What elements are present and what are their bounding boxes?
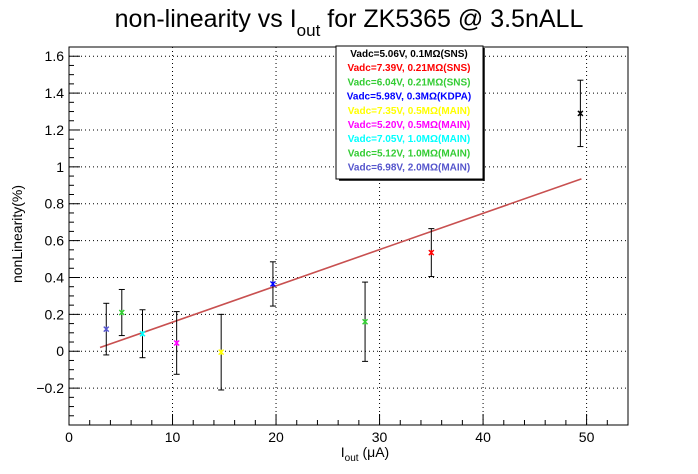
y-tick-label: 1.6 [45, 48, 65, 64]
y-tick-label: 0.4 [45, 269, 65, 285]
x-tick-label: 40 [475, 429, 491, 445]
y-tick-label: 0.8 [45, 196, 65, 212]
data-point [218, 313, 225, 391]
legend-box [335, 45, 484, 180]
x-axis-label-unit: (μA) [359, 444, 390, 460]
y-tick-label: 1.2 [45, 122, 65, 138]
fit-line-layer [99, 178, 582, 349]
x-tick-label: 30 [372, 429, 388, 445]
point-marker [577, 110, 584, 117]
y-tick-label: 0.2 [45, 306, 65, 322]
chart-title-suffix: for ZK5365 @ 3.5nALL [320, 5, 583, 33]
x-tick-label: 10 [165, 429, 181, 445]
data-points [103, 79, 584, 391]
x-tick-label: 0 [65, 429, 73, 445]
x-tick-label: 20 [268, 429, 284, 445]
x-axis-label-main: I [341, 444, 345, 460]
data-point [362, 281, 369, 362]
x-axis-label-subscript: out [345, 453, 359, 464]
data-point [428, 228, 435, 278]
legend-entry: Vadc=5.20V, 0.5MΩ(MAIN) [348, 120, 470, 131]
point-marker [103, 326, 110, 333]
y-tick-label: 1 [56, 159, 64, 175]
x-axis-label: Iout (μA) [341, 444, 389, 464]
y-tick-label: −0.2 [36, 380, 64, 396]
legend-entry: Vadc=7.05V, 1.0MΩ(MAIN) [348, 134, 470, 145]
y-tick-label: 0.6 [45, 233, 65, 249]
legend-entry: Vadc=7.39V, 0.21MΩ(SNS) [348, 63, 471, 74]
fit-line [99, 178, 582, 349]
point-marker [173, 339, 180, 346]
data-point [269, 261, 276, 307]
legend-entry: Vadc=5.98V, 0.3MΩ(KDPA) [347, 92, 471, 103]
point-marker [362, 318, 369, 325]
legend: Vadc=5.06V, 0.1MΩ(SNS) Vadc=7.39V, 0.21MΩ… [335, 45, 485, 181]
data-point [173, 311, 180, 375]
point-marker [118, 309, 125, 316]
data-point [103, 302, 110, 356]
point-marker [139, 330, 146, 337]
chart-title-subscript: out [297, 21, 321, 40]
data-point [118, 288, 125, 337]
point-marker [428, 249, 435, 256]
x-tick-label: 50 [579, 429, 595, 445]
legend-entry: Vadc=5.06V, 0.1MΩ(SNS) [350, 49, 467, 60]
chart-title-main: non-linearity vs I [115, 5, 297, 33]
legend-entry: Vadc=7.35V, 0.5MΩ(MAIN) [348, 106, 470, 117]
chart-title: non-linearity vs Iout for ZK5365 @ 3.5nA… [115, 5, 584, 40]
y-axis-label: nonLinearity(%) [9, 185, 25, 283]
y-tick-label: 0 [56, 343, 64, 359]
legend-entry: Vadc=6.98V, 2.0MΩ(MAIN) [348, 163, 470, 174]
point-marker [269, 280, 276, 287]
data-point [577, 79, 584, 148]
axis-ticks: 0 10 20 30 40 50 −0.2 0 0.2 0.4 0.6 0.8 1 1.2 1.4 1.6 [36, 48, 629, 445]
legend-entry: Vadc=6.04V, 0.21MΩ(SNS) [348, 77, 471, 88]
legend-entry: Vadc=5.12V, 1.0MΩ(MAIN) [348, 148, 470, 159]
point-marker [218, 349, 225, 356]
y-tick-label: 1.4 [45, 85, 65, 101]
data-point [139, 309, 146, 359]
